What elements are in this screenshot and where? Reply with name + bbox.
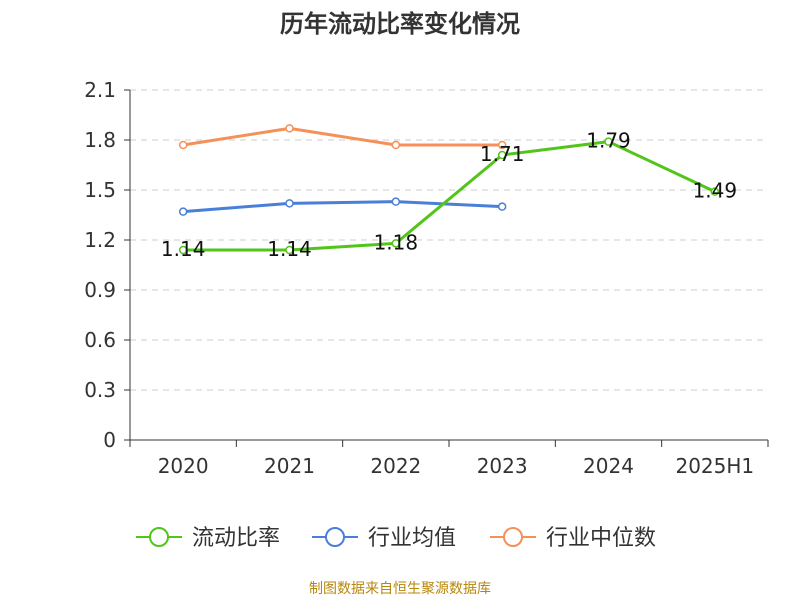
data-label: 1.71 — [480, 142, 525, 166]
data-label: 1.49 — [693, 179, 738, 203]
data-point — [391, 140, 401, 150]
data-point — [285, 245, 294, 255]
data-point — [391, 239, 401, 248]
chart-title: 历年流动比率变化情况 — [280, 10, 520, 38]
data-point — [178, 207, 188, 216]
y-tick-label: 1.8 — [84, 128, 116, 152]
y-tick-label: 0.6 — [84, 328, 116, 352]
series-line — [183, 200, 503, 214]
data-point — [178, 140, 188, 150]
data-point — [497, 150, 507, 160]
data-point — [710, 187, 720, 196]
data-point — [604, 137, 613, 146]
legend-label: 行业中位数 — [546, 526, 656, 551]
legend-marker — [149, 527, 169, 547]
data-label: 1.79 — [586, 129, 631, 153]
y-tick-label: 0.9 — [84, 278, 116, 302]
x-tick-label: 2023 — [477, 454, 528, 478]
legend-label: 流动比率 — [192, 526, 280, 551]
legend-marker — [503, 527, 523, 547]
y-tick-label: 0 — [103, 428, 116, 452]
legend-marker — [325, 527, 345, 547]
series-line — [183, 140, 716, 252]
data-label: 1.14 — [161, 237, 206, 261]
x-tick-label: 2021 — [264, 454, 315, 478]
data-point — [391, 197, 401, 206]
data-label: 1.18 — [374, 230, 419, 254]
data-point — [285, 124, 294, 133]
data-label: 1.14 — [267, 237, 312, 261]
legend-label: 行业均值 — [368, 526, 456, 551]
y-tick-label: 1.2 — [84, 228, 116, 252]
y-tick-label: 0.3 — [84, 378, 116, 402]
data-point — [497, 202, 507, 211]
x-tick-label: 2025H1 — [675, 454, 754, 478]
y-tick-label: 2.1 — [84, 78, 116, 102]
x-tick-label: 2022 — [370, 454, 421, 478]
data-source-note: 制图数据来自恒生聚源数据库 — [309, 581, 491, 597]
series-line — [182, 126, 503, 147]
data-point — [497, 140, 507, 150]
x-tick-label: 2024 — [583, 454, 634, 478]
y-tick-label: 1.5 — [84, 178, 116, 202]
x-tick-label: 2020 — [158, 454, 209, 478]
data-point — [285, 199, 294, 208]
data-point — [178, 245, 188, 255]
